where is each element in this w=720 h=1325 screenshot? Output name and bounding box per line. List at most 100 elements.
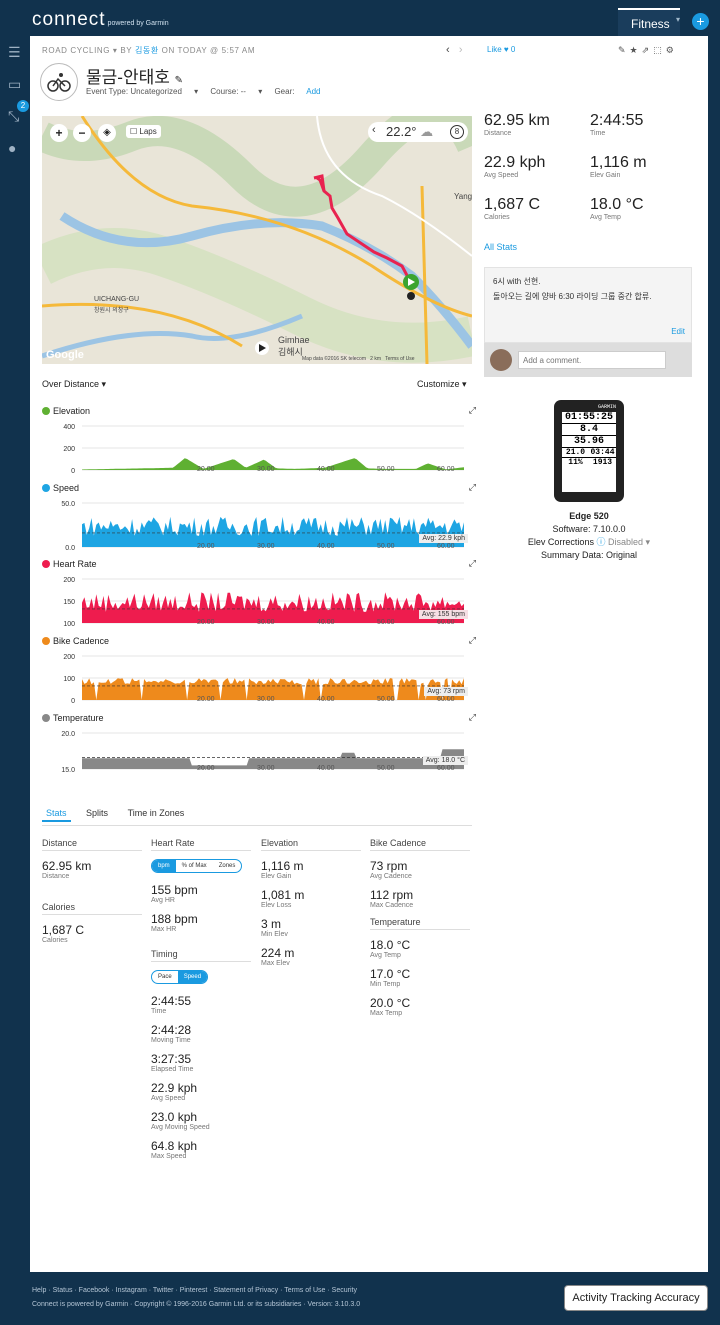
distance-column: Distance 62.95 km Distance Calories 1,687… [42,838,142,952]
timing-toggle: Pace Speed [151,970,209,984]
prev-next-nav[interactable]: ‹ › [446,44,463,56]
speed-toggle[interactable]: Speed [177,971,208,983]
stat-value: 22.9 kph [151,1081,198,1095]
x-tick-label: 60.00 [437,619,455,626]
all-stats-link[interactable]: All Stats [484,242,518,252]
over-distance-select[interactable]: Over Distance ▾ [42,379,107,389]
stat-value: 2:44:55 [151,994,192,1008]
route-map[interactable]: + − ◈ ☐ Laps ‹ 22.2° ☁ 8 UICHANG-GU 창원시 … [42,116,472,364]
menu-icon[interactable]: ☰ [8,44,21,60]
connections-icon[interactable]: ⤡ [8,108,20,124]
stat-label: Elev Loss [261,902,292,909]
chart-speed[interactable]: Speed ⤢ 50.0 0.0 20.00 30.00 40.00 50.00 60.00 Av… [42,482,476,557]
course-select[interactable]: Course: -- ▾ [210,87,263,96]
average-label: Avg: 155 bpm [418,610,468,619]
chart-temperature[interactable]: Temperature ⤢ 20.0 15.0 20.00 30.00 40.00 50.00… [42,712,476,779]
stat-value: 20.0 °C [370,996,411,1010]
footer-links[interactable]: Help · Status · Facebook · Instagram · T… [32,1287,357,1294]
pencil-icon[interactable]: ✎ [174,75,183,86]
timing-stat: 22.9 kph Avg Speed [151,1081,251,1102]
help-icon[interactable]: ⓘ [596,537,606,547]
zoom-out-button[interactable]: − [73,124,91,142]
map-label-gimhae-kr: 김해시 [278,347,303,357]
x-tick-label: 20.00 [197,466,215,473]
weather-widget[interactable]: ‹ 22.2° ☁ 8 [368,122,468,142]
tab-stats[interactable]: Stats [42,806,71,822]
stat-label: Avg Speed [151,1095,186,1102]
event-type-select[interactable]: Event Type: Uncategorized ▾ [86,87,199,96]
summary-value: 18.0 °C [590,196,644,213]
expand-icon[interactable]: ⤢ [468,635,476,645]
user-link[interactable]: 김동환 [134,46,159,55]
zoom-in-button[interactable]: + [50,124,68,142]
device-speed: 8.4 [562,423,616,435]
x-tick-label: 50.00 [377,696,395,703]
avg-hr-value: 155 bpm [151,883,198,897]
y-tick-label: 400 [63,424,75,431]
edit-note-link[interactable]: Edit [671,327,685,336]
pace-toggle[interactable]: Pace [158,974,172,980]
toolbar: ✎★⇗⬚⚙ [618,45,678,56]
distance-value: 62.95 km [42,859,92,873]
laps-checkbox[interactable]: ☐ Laps [126,125,161,138]
activity-notes[interactable]: 6시 with 선현. 돌아오는 길에 양바 6:30 라이딩 그룹 중간 합류… [484,267,692,343]
stats-tabs: Stats Splits Time in Zones [42,806,472,826]
chart-svg: 400 200 0 20.00 30.00 40.00 50.00 60.00 [63,424,464,475]
device-name: Edge 520 [569,511,609,521]
gear-icon[interactable]: ⚙ [665,45,678,55]
x-tick-label: 20.00 [197,696,215,703]
inbox-icon[interactable]: ▭ [8,76,22,92]
elev-corrections-select[interactable]: Disabled ▾ [608,537,651,547]
x-tick-label: 30.00 [257,765,275,772]
heart-rate-column: Heart Rate bpm % of Max Zones 155 bpm Avg H… [151,838,251,1168]
stat-label: Max Speed [151,1153,187,1160]
customize-select[interactable]: Customize ▾ [417,379,467,389]
comment-box [484,343,692,377]
device-screen: GARMIN 01:55:25 8.4 35.96 21.0 03:44 11% 1… [562,404,616,492]
like-button[interactable]: Like ♥ 0 [487,45,516,54]
y-tick-label: 100 [63,621,75,628]
activity-title[interactable]: 물금-안태호 ✎ [86,68,183,87]
x-tick-label: 60.00 [437,765,455,772]
x-tick-label: 60.00 [437,696,455,703]
chevron-down-icon[interactable]: ▾ [676,15,681,24]
chart-title: Temperature [42,713,104,723]
connect-logo[interactable]: connect powered by Garmin [32,9,169,30]
timing-heading: Timing [151,949,251,962]
zones-toggle[interactable]: Zones [218,863,236,869]
add-button[interactable]: + [692,13,709,30]
tab-splits[interactable]: Splits [86,808,109,818]
expand-icon[interactable]: ⤢ [468,405,476,415]
hr-unit-toggle: bpm % of Max Zones [151,859,243,873]
expand-icon[interactable]: ⤢ [468,558,476,568]
export-icon[interactable]: ⬚ [653,45,666,55]
x-tick-label: 40.00 [317,466,335,473]
fitness-tab[interactable]: Fitness [618,8,680,36]
share-icon[interactable]: ⇗ [641,45,654,55]
stat-value: 73 rpm [370,859,408,873]
percent-max-toggle[interactable]: % of Max [181,863,207,869]
star-icon[interactable]: ★ [629,45,642,55]
chart-label: Bike Cadence [53,636,110,646]
expand-icon[interactable]: ⤢ [468,482,476,492]
summary-label: Distance [484,130,512,137]
expand-icon[interactable]: ⤢ [468,712,476,722]
gear-add-link[interactable]: Add [306,87,321,96]
chart-bike-cadence[interactable]: Bike Cadence ⤢ 200 100 0 20.00 30.00 40.00 50.00… [42,635,476,710]
activity-tracking-accuracy-button[interactable]: Activity Tracking Accuracy [564,1285,708,1311]
bpm-toggle[interactable]: bpm [152,860,176,872]
profile-icon[interactable]: ● [8,140,17,156]
y-tick-label: 150 [63,599,75,606]
top-bar: connect powered by Garmin Fitness ▾ + [0,0,720,36]
x-tick-label: 30.00 [257,619,275,626]
comment-input[interactable] [518,351,666,369]
chart-heart-rate[interactable]: Heart Rate ⤢ 200 150 100 20.00 30.00 40.00 50.00… [42,558,476,633]
summary-label: Avg Speed [484,172,519,179]
device-info: Edge 520 Software: 7.10.0.0 Elev Correct… [484,510,694,562]
chart-elevation[interactable]: Elevation ⤢ 400 200 0 20.00 30.00 40.00 50.00 60.… [42,405,476,480]
layers-icon[interactable]: ◈ [98,124,116,142]
tab-time-in-zones[interactable]: Time in Zones [127,808,185,818]
edit-icon[interactable]: ✎ [618,45,630,55]
chevron-left-icon[interactable]: ‹ [372,124,376,136]
device-software: Software: 7.10.0.0 [552,524,626,534]
